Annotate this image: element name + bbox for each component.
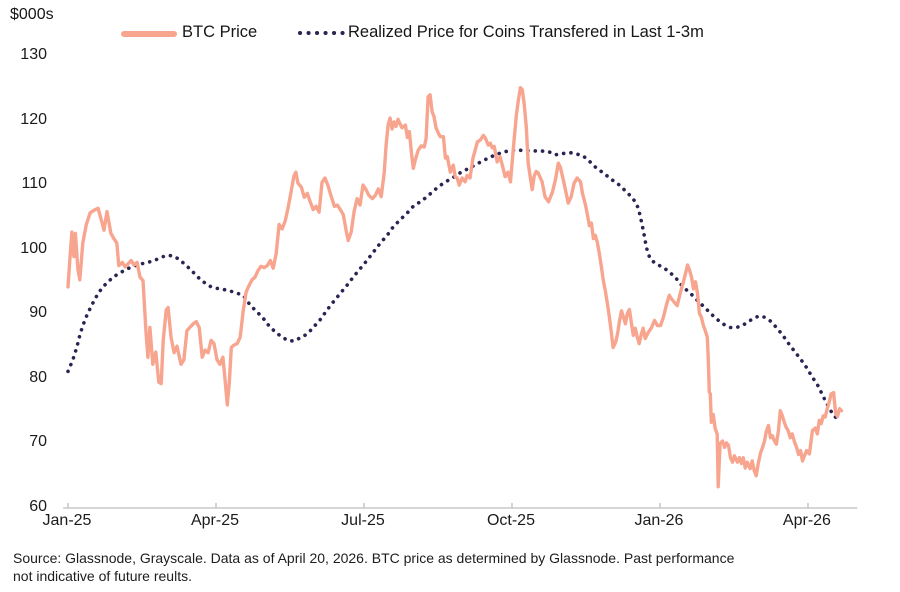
x-tick-label-Jan-26: Jan-26 (634, 512, 684, 529)
btc-line-swatch-icon (121, 31, 177, 37)
x-tick-label-Apr-26: Apr-26 (782, 512, 831, 529)
x-tick-label-Oct-25: Oct-25 (486, 512, 535, 529)
y-tick-label-100: 100 (20, 239, 47, 257)
y-tick-label-110: 110 (21, 175, 47, 193)
x-tick-label-Apr-25: Apr-25 (190, 512, 239, 529)
source-note-line1: Source: Glassnode, Grayscale. Data as of… (13, 550, 735, 566)
y-tick-label-130: 130 (20, 46, 47, 64)
y-tick-label-70: 70 (29, 433, 47, 451)
y-tick-label-80: 80 (29, 368, 47, 386)
legend-label-btc: BTC Price (182, 23, 258, 41)
x-axis (63, 503, 858, 509)
btc-price-line (66, 86, 844, 489)
realized-dotted-swatch-icon (298, 31, 345, 35)
legend-label-realized: Realized Price for Coins Transfered in L… (348, 23, 704, 41)
y-tick-label-120: 120 (20, 110, 47, 128)
y-axis-title: $000s (10, 6, 54, 23)
x-tick-label-Jan-25: Jan-25 (42, 512, 92, 529)
plot-area (63, 86, 858, 509)
x-tick-label-Jul-25: Jul-25 (341, 512, 385, 529)
realized-price-line (66, 148, 839, 421)
source-note-line2: not indicative of future reults. (13, 568, 192, 584)
y-tick-label-90: 90 (29, 304, 47, 322)
source-note: Source: Glassnode, Grayscale. Data as of… (13, 549, 893, 585)
y-tick-label-60: 60 (29, 497, 47, 515)
